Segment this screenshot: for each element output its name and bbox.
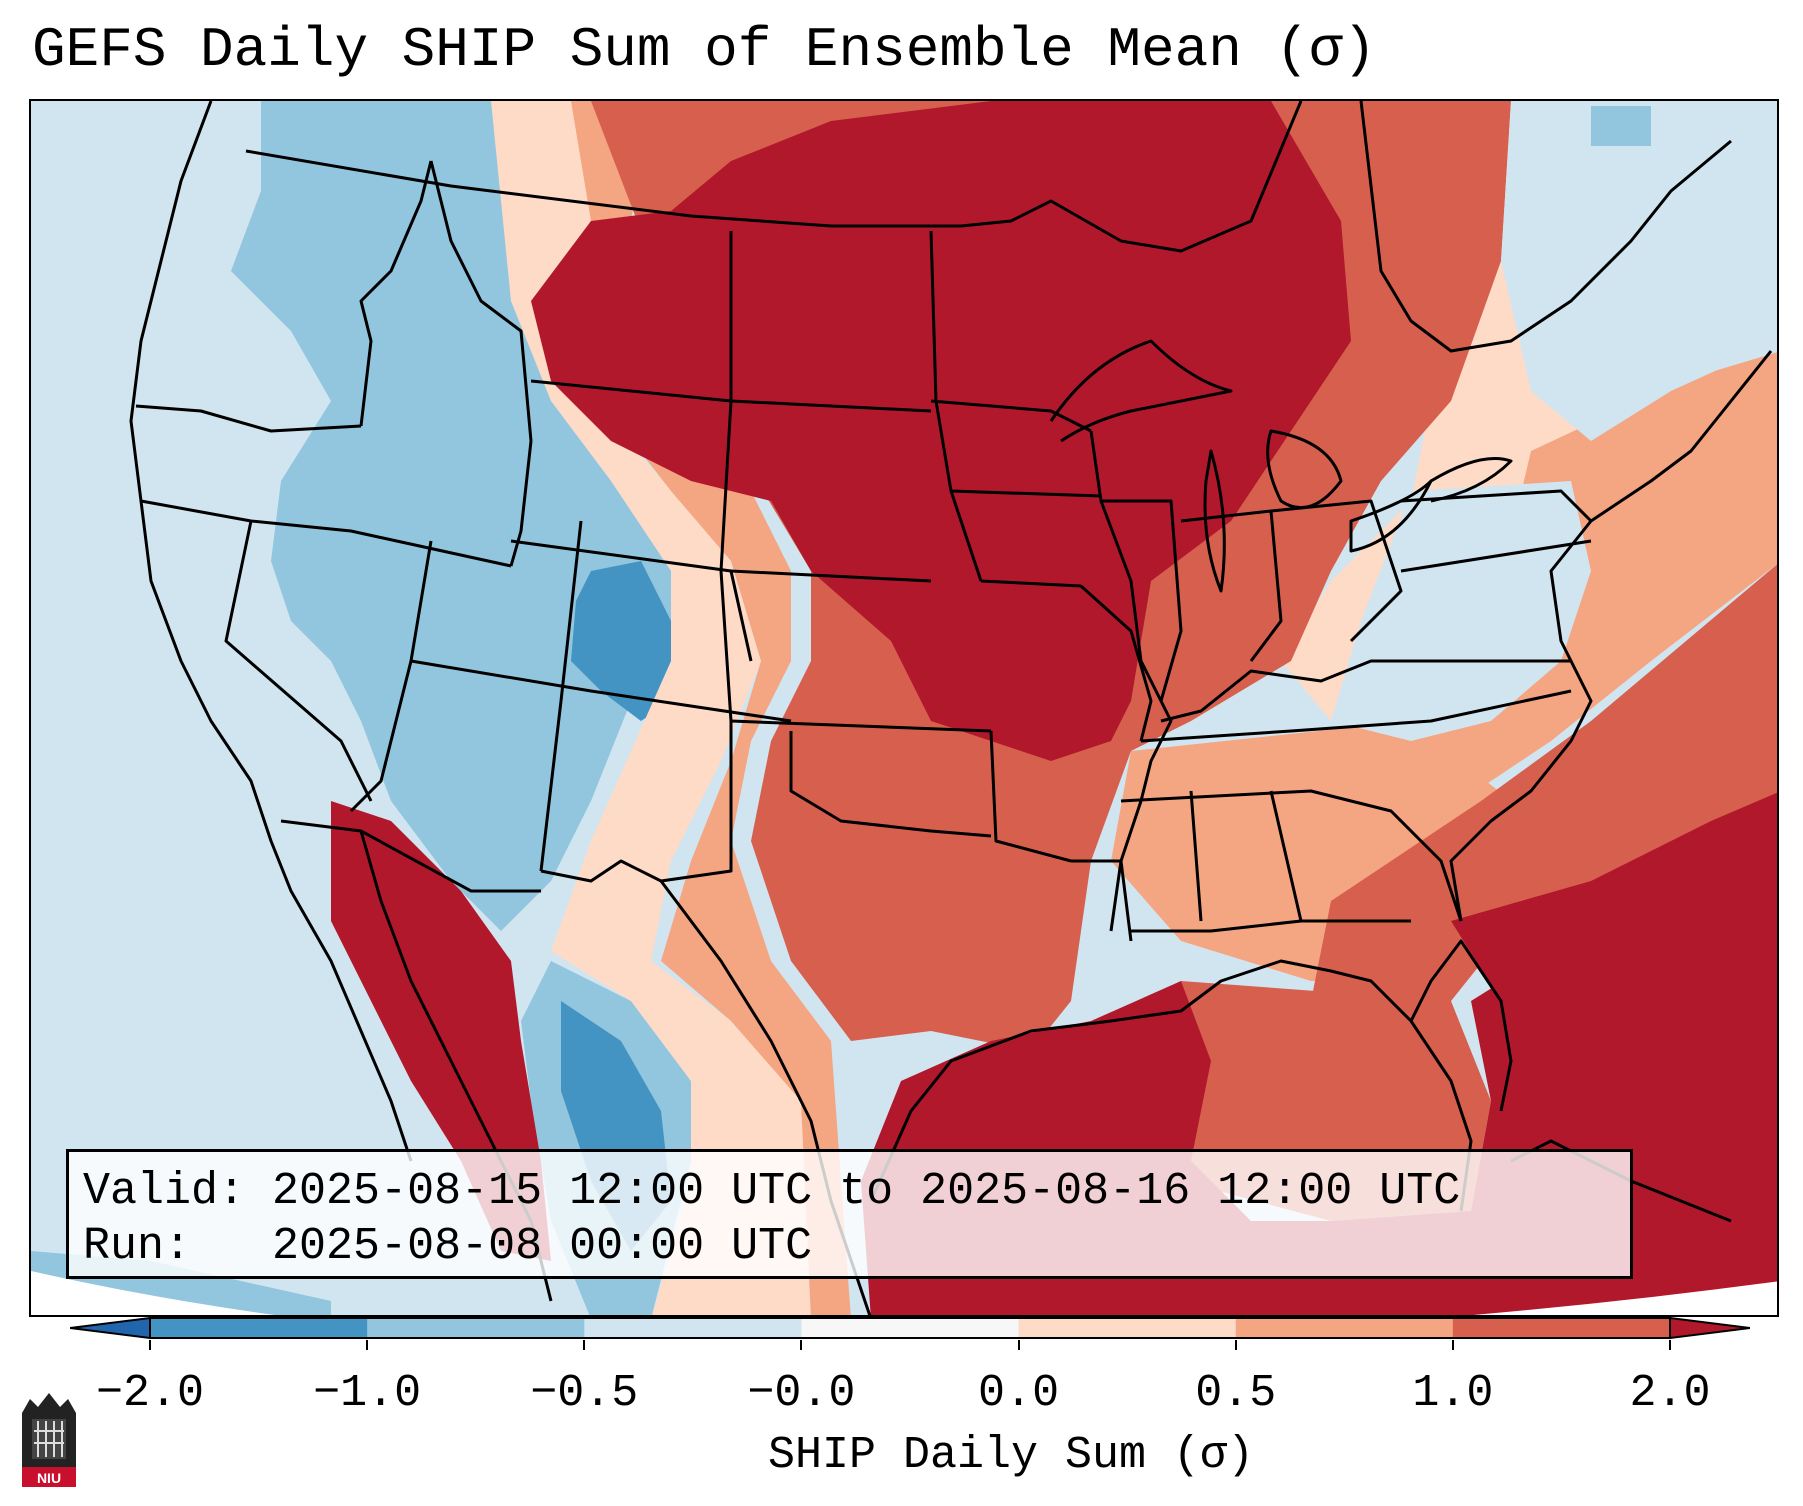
colorbar-tick-mark (1669, 1340, 1671, 1350)
logo-banner (22, 1467, 76, 1487)
colorbar-tick-label: −1.0 (313, 1368, 422, 1419)
colorbar-tick-label: 2.0 (1629, 1368, 1711, 1419)
valid-value: 2025-08-15 12:00 UTC to 2025-08-16 12:00… (272, 1166, 1461, 1217)
valid-line: Valid: 2025-08-15 12:00 UTC to 2025-08-1… (83, 1164, 1616, 1219)
colorbar-bins (150, 1318, 1671, 1338)
colorbar-bin (1018, 1318, 1237, 1338)
colorbar-bin (1452, 1318, 1671, 1338)
colorbar-tick-mark (1451, 1340, 1454, 1350)
field-deep-red-atlantic (1451, 792, 1777, 1001)
colorbar-label: SHIP Daily Sum (σ) (767, 1430, 1255, 1481)
colorbar-outline (149, 1317, 1671, 1339)
colorbar-tick-label: −0.0 (747, 1368, 856, 1419)
map-canvas (31, 101, 1777, 1315)
valid-label: Valid: (83, 1166, 246, 1217)
colorbar-under-arrow (70, 1316, 151, 1340)
colorbar-tick-label: 1.0 (1412, 1368, 1494, 1419)
run-label: Run: (83, 1221, 192, 1272)
field-peach-northeast (1281, 101, 1651, 721)
colorbar-bin (150, 1318, 368, 1338)
field-pale-northeast (1501, 101, 1777, 441)
field-light-blue-west (231, 101, 691, 931)
colorbar-tick-label: −0.5 (530, 1368, 639, 1419)
colorbar-bin (801, 1318, 1020, 1338)
colorbar-tick-mark (1234, 1340, 1237, 1350)
colorbar-bin (584, 1318, 802, 1338)
colorbar-tick-mark (366, 1340, 369, 1350)
field-pale-east-coast (1331, 481, 1591, 741)
logo-text: NIU (37, 1470, 61, 1486)
field-light-blue-patch (1591, 106, 1651, 146)
colorbar-tick-mark (800, 1340, 803, 1350)
valid-run-box: Valid: 2025-08-15 12:00 UTC to 2025-08-1… (66, 1149, 1633, 1279)
colorbar-bin (367, 1318, 585, 1338)
colorbar-tick-mark (149, 1340, 151, 1350)
colorbar-tick-label: 0.0 (978, 1368, 1060, 1419)
map-panel (29, 99, 1779, 1317)
logo-window-lines (34, 1421, 64, 1457)
colorbar-over-arrow (1669, 1316, 1750, 1340)
colorbar-tick-label: 0.5 (1195, 1368, 1277, 1419)
map-title: GEFS Daily SHIP Sum of Ensemble Mean (σ) (32, 18, 1377, 82)
colorbar (70, 1316, 1750, 1340)
colorbar-tick-mark (583, 1340, 586, 1350)
niu-logo: NIU (22, 1393, 76, 1487)
colorbar-tick-mark (1017, 1340, 1020, 1350)
colorbar-bin (1235, 1318, 1454, 1338)
run-line: Run: 2025-08-08 00:00 UTC (83, 1219, 1616, 1274)
colorbar-tick-label: −2.0 (95, 1368, 205, 1419)
field-blue-colorado (571, 561, 671, 721)
field-outside-domain (31, 1271, 1777, 1315)
run-value: 2025-08-08 00:00 UTC (272, 1221, 813, 1272)
